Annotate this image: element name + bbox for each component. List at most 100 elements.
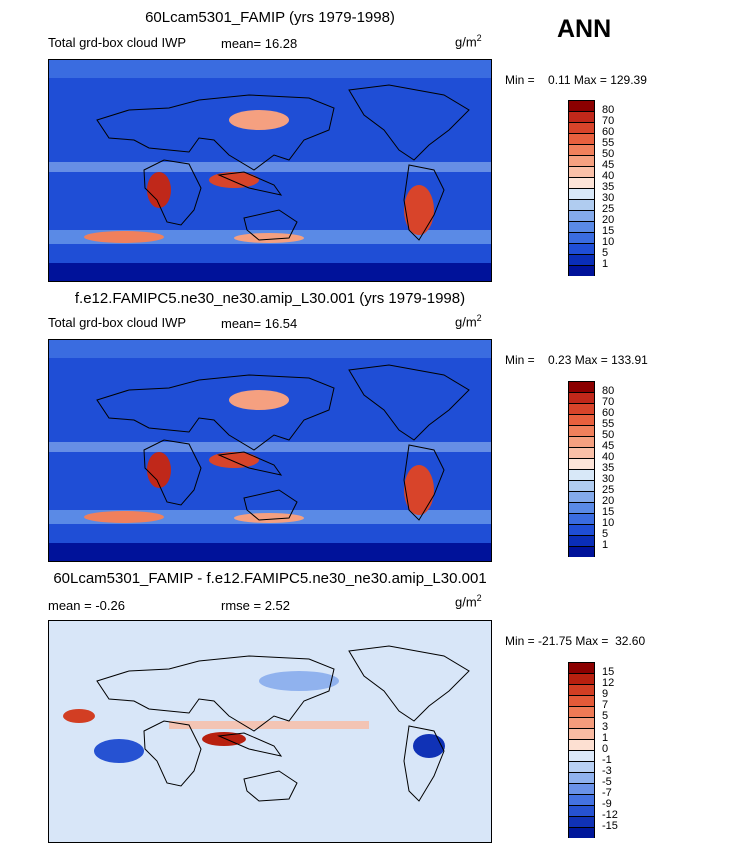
colorbar-label: 45 bbox=[602, 440, 615, 452]
panel1-minmax: Min = 0.11 Max = 129.39 bbox=[505, 73, 647, 87]
panel2-units: g/m2 bbox=[455, 313, 482, 330]
colorbar-label: -12 bbox=[602, 809, 618, 821]
colorbar-box bbox=[568, 513, 595, 524]
colorbar-box bbox=[568, 524, 595, 535]
colorbar-label: -15 bbox=[602, 820, 618, 832]
colorbar-label: 1 bbox=[602, 539, 609, 551]
colorbar-box bbox=[568, 436, 595, 447]
colorbar-box bbox=[568, 177, 595, 188]
colorbar-box bbox=[568, 535, 595, 546]
colorbar-box bbox=[568, 221, 595, 232]
colorbar-box bbox=[568, 502, 595, 513]
panel1-units: g/m2 bbox=[455, 33, 482, 50]
colorbar-label: 70 bbox=[602, 396, 615, 408]
colorbar-label: 80 bbox=[602, 385, 615, 397]
colorbar-box bbox=[568, 783, 595, 794]
colorbar-box bbox=[568, 695, 595, 706]
colorbar-box bbox=[568, 425, 595, 436]
colorbar-label: 25 bbox=[602, 203, 615, 215]
colorbar-label: 80 bbox=[602, 104, 615, 116]
colorbar-box bbox=[568, 111, 595, 122]
colorbar-box bbox=[568, 122, 595, 133]
colorbar-label: 5 bbox=[602, 247, 609, 259]
colorbar-box bbox=[568, 728, 595, 739]
panel2-variable: Total grd-box cloud IWP bbox=[48, 315, 187, 330]
colorbar-box bbox=[568, 469, 595, 480]
colorbar-label: 15 bbox=[602, 506, 615, 518]
panel2-mean: mean= 16.54 bbox=[221, 316, 298, 331]
colorbar-label: 1 bbox=[602, 732, 609, 744]
panel1-mean: mean= 16.28 bbox=[221, 36, 298, 51]
colorbar-label: 10 bbox=[602, 517, 615, 529]
colorbar-box bbox=[568, 827, 595, 838]
colorbar-label: 50 bbox=[602, 148, 615, 160]
colorbar-box bbox=[568, 706, 595, 717]
panel3-minmax: Min = -21.75 Max = 32.60 bbox=[505, 634, 646, 648]
colorbar-box bbox=[568, 155, 595, 166]
panel3-mean: mean = -0.26 bbox=[48, 598, 125, 613]
colorbar-box bbox=[568, 100, 595, 111]
colorbar-box bbox=[568, 816, 595, 827]
colorbar-box bbox=[568, 392, 595, 403]
colorbar-label: 20 bbox=[602, 214, 615, 226]
colorbar-box bbox=[568, 750, 595, 761]
colorbar-label: 12 bbox=[602, 677, 615, 689]
colorbar-label: 40 bbox=[602, 170, 615, 182]
colorbar-box bbox=[568, 403, 595, 414]
colorbar-label: 1 bbox=[602, 258, 609, 270]
colorbar-label: -1 bbox=[602, 754, 612, 766]
colorbar-box bbox=[568, 458, 595, 469]
colorbar-label: 70 bbox=[602, 115, 615, 127]
colorbar-box bbox=[568, 447, 595, 458]
colorbar-box bbox=[568, 761, 595, 772]
colorbar-label: 9 bbox=[602, 688, 609, 700]
colorbar-label: 15 bbox=[602, 666, 615, 678]
colorbar-label: 60 bbox=[602, 407, 615, 419]
colorbar-label: 30 bbox=[602, 192, 615, 204]
colorbar-box bbox=[568, 662, 595, 673]
colorbar-label: 10 bbox=[602, 236, 615, 248]
colorbar-box bbox=[568, 254, 595, 265]
colorbar-box bbox=[568, 188, 595, 199]
colorbar-box bbox=[568, 684, 595, 695]
colorbar-label: -3 bbox=[602, 765, 612, 777]
panel1-map bbox=[48, 59, 492, 282]
colorbar-box bbox=[568, 717, 595, 728]
colorbar-label: 3 bbox=[602, 721, 609, 733]
colorbar-box bbox=[568, 232, 595, 243]
colorbar-label: 7 bbox=[602, 699, 609, 711]
panel3-title: 60Lcam5301_FAMIP - f.e12.FAMIPC5.ne30_ne… bbox=[53, 570, 487, 587]
colorbar-label: 35 bbox=[602, 462, 615, 474]
colorbar-label: 40 bbox=[602, 451, 615, 463]
colorbar-box bbox=[568, 381, 595, 392]
panel1-colorbar: 80 70 60 55 50 45 40 35 30 25 20 15 10 5 1 bbox=[568, 100, 614, 276]
panel1-variable: Total grd-box cloud IWP bbox=[48, 35, 187, 50]
panel3-colorbar: 15 12 9 7 5 3 1 0 -1 -3 -5 -7 -9 -12 -15 bbox=[568, 662, 618, 838]
panel3-map bbox=[48, 620, 492, 843]
colorbar-box bbox=[568, 772, 595, 783]
colorbar-label: 5 bbox=[602, 528, 609, 540]
panel1-title: 60Lcam5301_FAMIP (yrs 1979-1998) bbox=[145, 9, 395, 26]
colorbar-box bbox=[568, 166, 595, 177]
colorbar-box bbox=[568, 673, 595, 684]
colorbar-label: 0 bbox=[602, 743, 609, 755]
colorbar-box bbox=[568, 739, 595, 750]
colorbar-box bbox=[568, 480, 595, 491]
colorbar-box bbox=[568, 133, 595, 144]
colorbar-box bbox=[568, 144, 595, 155]
colorbar-box bbox=[568, 414, 595, 425]
colorbar-label: 25 bbox=[602, 484, 615, 496]
panel2-title: f.e12.FAMIPC5.ne30_ne30.amip_L30.001 (yr… bbox=[74, 290, 466, 307]
colorbar-box bbox=[568, 243, 595, 254]
colorbar-box bbox=[568, 805, 595, 816]
panel3-rmse: rmse = 2.52 bbox=[221, 598, 291, 613]
colorbar-label: 55 bbox=[602, 137, 615, 149]
colorbar-box bbox=[568, 199, 595, 210]
colorbar-box bbox=[568, 491, 595, 502]
colorbar-label: 5 bbox=[602, 710, 609, 722]
colorbar-label: -5 bbox=[602, 776, 612, 788]
colorbar-label: -7 bbox=[602, 787, 612, 799]
season-label: ANN bbox=[557, 15, 612, 43]
panel3-units: g/m2 bbox=[455, 593, 482, 610]
colorbar-label: 60 bbox=[602, 126, 615, 138]
